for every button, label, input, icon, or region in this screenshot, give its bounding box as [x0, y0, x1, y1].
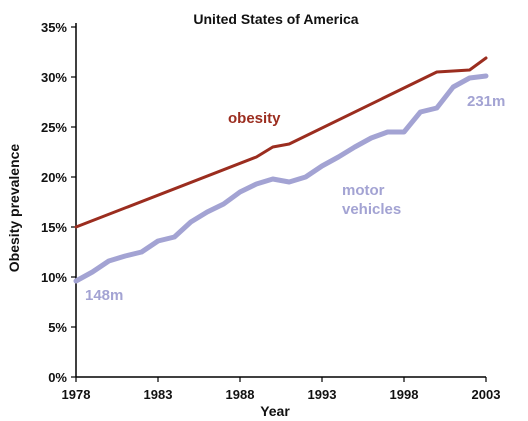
- series-label-motor-vehicles-line1: motor: [342, 182, 385, 199]
- motor-vehicles-end-value: 231m: [467, 93, 505, 110]
- y-tick-label: 0%: [48, 370, 67, 385]
- y-axis-title: Obesity prevalence: [6, 144, 22, 273]
- x-tick-label: 1988: [226, 387, 255, 402]
- series-label-motor-vehicles: motor vehicles: [342, 182, 401, 218]
- series-group: [73, 56, 489, 284]
- series-line-motor-vehicles: [73, 73, 489, 284]
- x-tick-label: 1978: [62, 387, 91, 402]
- chart-title: United States of America: [193, 11, 358, 27]
- series-labels: obesity motor vehicles 148m 231m: [85, 93, 505, 304]
- motor-vehicles-start-value: 148m: [85, 287, 123, 304]
- x-tick-label: 2003: [472, 387, 501, 402]
- series-label-obesity: obesity: [228, 110, 281, 127]
- y-tick-label: 15%: [41, 220, 67, 235]
- series-line-obesity: [74, 56, 488, 229]
- x-tick-label: 1983: [144, 387, 173, 402]
- axes: 0% 5% 10% 15% 20% 25% 30% 35% 1978 1983 1988 1993 19…: [41, 20, 500, 402]
- y-tick-label: 30%: [41, 70, 67, 85]
- y-tick-label: 25%: [41, 120, 67, 135]
- y-tick-label: 20%: [41, 170, 67, 185]
- series-label-motor-vehicles-line2: vehicles: [342, 201, 401, 218]
- y-tick-label: 35%: [41, 20, 67, 35]
- y-tick-label: 10%: [41, 270, 67, 285]
- y-tick-label: 5%: [48, 320, 67, 335]
- x-tick-label: 1993: [308, 387, 337, 402]
- x-tick-label: 1998: [390, 387, 419, 402]
- x-axis-title: Year: [260, 403, 290, 419]
